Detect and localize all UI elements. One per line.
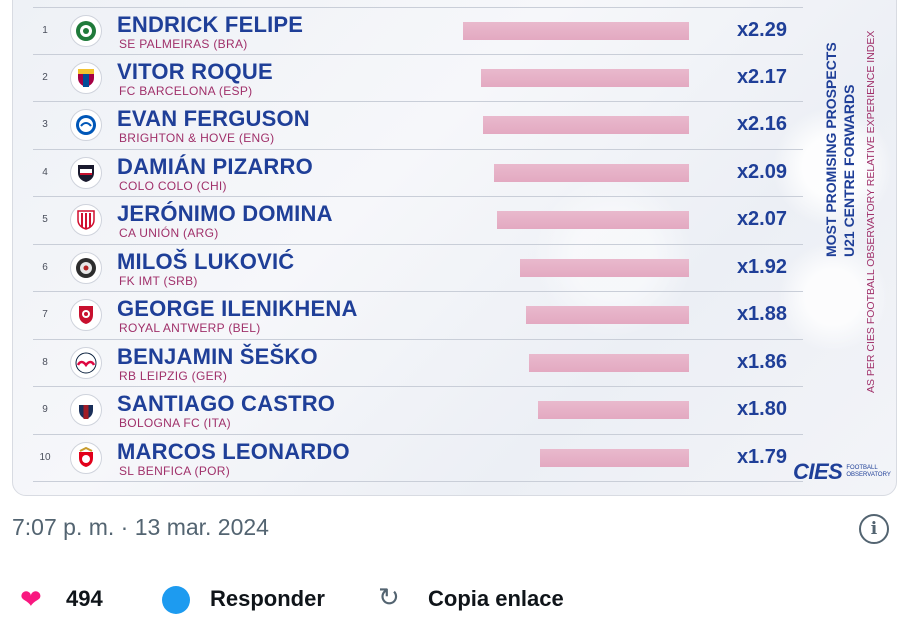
player-name: DAMIÁN PIZARRO <box>117 153 313 179</box>
player-club: FC BARCELONA (ESP) <box>119 83 253 98</box>
rank-number: 5 <box>42 214 48 225</box>
imt-crest-icon <box>70 251 102 284</box>
ranking-subtitle: AS PER CIES FOOTBALL OBSERVATORY RELATIV… <box>865 30 877 393</box>
player-name: MARCOS LEONARDO <box>117 438 350 464</box>
player-name: EVAN FERGUSON <box>117 106 310 131</box>
player-name: GEORGE ILENIKHENA <box>117 296 358 321</box>
player-club: ROYAL ANTWERP (BEL) <box>119 321 261 335</box>
reply-button[interactable]: Responder <box>210 586 325 611</box>
index-bar <box>529 353 689 372</box>
ranking-row: 7 GEORGE ILENIKHENA ROYAL ANTWERP (BEL) x1.… <box>33 292 803 340</box>
ranking-card[interactable]: 1 ENDRICK FELIPE SE PALMEIRAS (BRA) x2.29 2 V… <box>12 0 897 496</box>
player-club: FK IMT (SRB) <box>119 273 198 288</box>
player-name: MILOŠ LUKOVIĆ <box>117 248 295 274</box>
index-bar <box>540 448 689 467</box>
rank-number: 10 <box>39 451 51 463</box>
rank-number: 1 <box>42 25 48 36</box>
player-name: BENJAMIN ŠEŠKO <box>117 343 318 369</box>
ranking-list: 1 ENDRICK FELIPE SE PALMEIRAS (BRA) x2.29 2 V… <box>33 7 803 482</box>
ranking-side-title: MOST PROMISING PROSPECTS U21 CENTRE FORW… <box>821 17 895 397</box>
ranking-row: 10 MARCOS LEONARDO SL BENFICA (POR) x1.79 <box>33 435 803 482</box>
player-club: CA UNIÓN (ARG) <box>119 226 219 240</box>
colocolo-crest-icon <box>70 156 102 189</box>
player-club: RB LEIPZIG (GER) <box>119 368 228 383</box>
cies-subtitle: FOOTBALL OBSERVATORY <box>846 465 891 478</box>
player-name: JERÓNIMO DOMINA <box>117 201 333 226</box>
barcelona-crest-icon <box>70 61 102 94</box>
heart-icon[interactable]: ❤ <box>20 584 42 614</box>
copy-link-button[interactable]: Copia enlace <box>428 586 564 611</box>
index-bar <box>494 163 689 182</box>
rank-number: 4 <box>42 166 48 178</box>
index-bar <box>520 258 689 277</box>
index-value: x1.79 <box>736 445 787 468</box>
ranking-row: 9 SANTIAGO CASTRO BOLOGNA FC (ITA) x1.80 <box>33 387 803 435</box>
benfica-crest-icon <box>70 441 102 474</box>
cies-logo: CIES FOOTBALL OBSERVATORY <box>793 459 892 485</box>
index-bar <box>483 116 689 134</box>
index-value: x2.09 <box>736 160 787 183</box>
rank-number: 2 <box>42 71 48 83</box>
ranking-row: 6 MILOŠ LUKOVIĆ FK IMT (SRB) x1.92 <box>33 245 803 292</box>
index-value: x2.16 <box>736 113 787 135</box>
index-value: x1.92 <box>736 255 787 278</box>
ranking-row: 3 EVAN FERGUSON BRIGHTON & HOVE (ENG) x2.16 <box>33 102 803 150</box>
tweet-actions: ❤ 494 Responder ↻ Copia enlace <box>0 580 900 620</box>
index-bar <box>526 306 689 324</box>
title-line-1: MOST PROMISING PROSPECTS <box>823 42 839 257</box>
ranking-row: 8 BENJAMIN ŠEŠKO RB LEIPZIG (GER) x1.86 <box>33 340 803 387</box>
index-bar <box>481 68 689 87</box>
reply-icon[interactable] <box>162 586 190 614</box>
player-club: BRIGHTON & HOVE (ENG) <box>119 131 275 145</box>
index-value: x1.88 <box>736 303 787 325</box>
player-name: ENDRICK FELIPE <box>117 12 304 37</box>
brighton-crest-icon <box>70 109 102 141</box>
antwerp-crest-icon <box>70 299 102 331</box>
index-value: x2.29 <box>736 19 787 41</box>
player-club: SL BENFICA (POR) <box>119 463 231 478</box>
index-value: x1.80 <box>736 398 787 420</box>
rank-number: 3 <box>42 119 48 130</box>
index-bar <box>463 22 689 40</box>
player-name: SANTIAGO CASTRO <box>117 391 336 416</box>
index-bar <box>538 401 689 419</box>
cies-wordmark: CIES <box>793 459 843 484</box>
index-value: x2.07 <box>736 208 787 230</box>
rank-number: 7 <box>42 309 48 320</box>
rank-number: 9 <box>42 404 48 415</box>
index-value: x2.17 <box>736 65 787 88</box>
ranking-row: 4 DAMIÁN PIZARRO COLO COLO (CHI) x2.09 <box>33 150 803 197</box>
ranking-row: 1 ENDRICK FELIPE SE PALMEIRAS (BRA) x2.29 <box>33 7 803 55</box>
player-club: BOLOGNA FC (ITA) <box>119 416 231 430</box>
player-club: SE PALMEIRAS (BRA) <box>119 37 248 51</box>
tweet-timestamp[interactable]: 7:07 p. m. · 13 mar. 2024 <box>12 514 269 540</box>
index-bar <box>497 211 689 229</box>
rank-number: 6 <box>42 261 48 273</box>
ranking-row: 5 JERÓNIMO DOMINA CA UNIÓN (ARG) x2.07 <box>33 197 803 245</box>
bologna-crest-icon <box>70 394 102 426</box>
title-line-2: U21 CENTRE FORWARDS <box>841 84 857 257</box>
leipzig-crest-icon <box>70 346 102 379</box>
index-value: x1.86 <box>736 350 787 373</box>
player-name: VITOR ROQUE <box>117 58 273 84</box>
palmeiras-crest-icon <box>70 15 102 47</box>
ranking-row: 2 VITOR ROQUE FC BARCELONA (ESP) x2.17 <box>33 55 803 102</box>
like-count[interactable]: 494 <box>66 586 103 611</box>
player-club: COLO COLO (CHI) <box>119 178 227 193</box>
union-crest-icon <box>70 204 102 236</box>
rank-number: 8 <box>42 356 48 368</box>
info-icon[interactable]: i <box>859 514 889 544</box>
